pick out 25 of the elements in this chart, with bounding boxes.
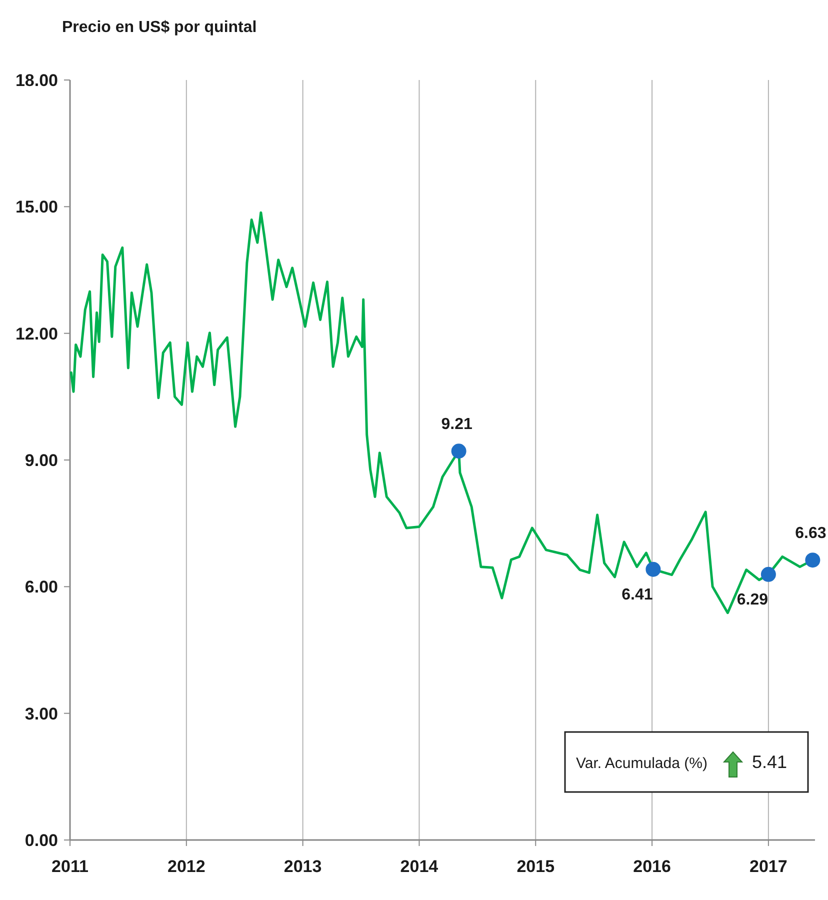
x-tick-label: 2015 <box>516 857 555 876</box>
y-tick-label: 15.00 <box>15 198 58 217</box>
point <box>805 552 820 568</box>
y-tick-label: 6.00 <box>24 578 58 597</box>
y-tick-label: 18.00 <box>15 70 58 90</box>
x-tick-label: 2012 <box>167 857 206 876</box>
annotation: 5.41 <box>752 752 788 772</box>
x-tick-label: 2016 <box>633 857 671 876</box>
data-label: 6.41 <box>622 586 653 604</box>
y-tick-label: 3.00 <box>24 704 58 724</box>
y-tick-label: 12.00 <box>15 324 58 344</box>
x-tick-label: 2013 <box>284 857 322 876</box>
annotation: Var. Acumulada (%) <box>576 755 708 772</box>
y-tick-label: 9.00 <box>24 450 58 470</box>
y-tick-label: 0.00 <box>24 830 58 850</box>
x-tick-label: 2017 <box>750 857 788 876</box>
point <box>760 566 776 582</box>
data-label: 9.21 <box>441 416 472 434</box>
y-axis-title: Precio en US$ por quintal <box>62 19 257 36</box>
data-label: 6.63 <box>795 525 826 542</box>
point <box>646 562 661 577</box>
point <box>451 444 466 459</box>
x-tick-label: 2014 <box>400 857 439 876</box>
x-tick-label: 2011 <box>52 857 88 876</box>
data-label: 6.29 <box>736 591 768 608</box>
